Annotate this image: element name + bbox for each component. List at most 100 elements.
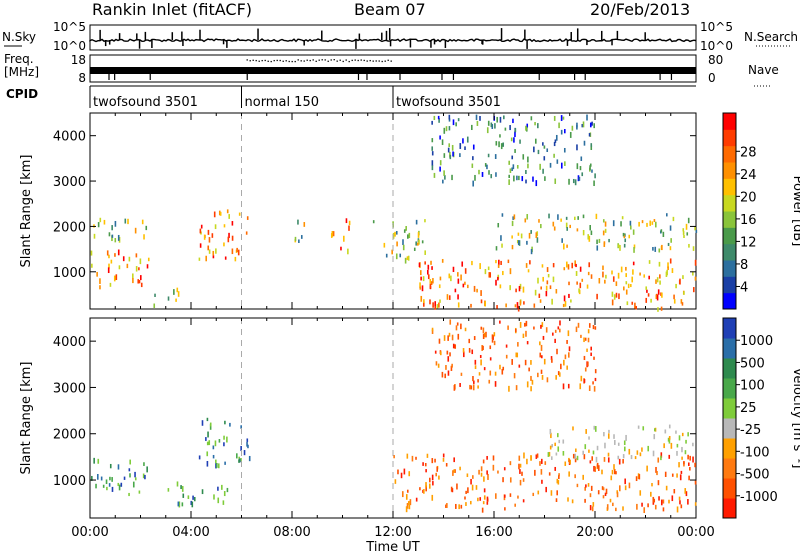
scatter-cell [246, 441, 248, 447]
scatter-cell [627, 283, 630, 289]
scatter-cell [143, 234, 145, 240]
scatter-cell [442, 453, 445, 458]
scatter-cell [556, 478, 559, 484]
scatter-cell [519, 321, 522, 328]
scatter-cell [589, 165, 591, 171]
scatter-cell [431, 138, 434, 143]
scatter-cell [140, 282, 143, 288]
nsky-trace [89, 38, 697, 43]
scatter-cell [128, 468, 131, 472]
scatter-cell [501, 369, 504, 375]
scatter-cell [503, 467, 506, 471]
scatter-cell [667, 242, 670, 247]
scatter-cell [623, 440, 626, 445]
scatter-cell [470, 385, 473, 390]
scatter-cell [223, 242, 225, 247]
scatter-cell [509, 268, 512, 275]
scatter-cell [114, 253, 116, 257]
scatter-cell [586, 348, 588, 352]
scatter-cell [214, 440, 217, 447]
scatter-cell [578, 288, 580, 293]
scatter-cell [479, 263, 481, 270]
nave-label: Nave [748, 63, 779, 77]
scatter-cell [495, 493, 497, 499]
scatter-cell [516, 302, 519, 306]
scatter-cell [602, 230, 605, 236]
scatter-cell [539, 299, 542, 303]
nave-dot [276, 59, 278, 62]
scatter-cell [694, 259, 697, 266]
scatter-cell [639, 490, 642, 496]
scatter-cell [687, 499, 689, 505]
scatter-cell [110, 259, 113, 264]
scatter-cell [533, 146, 535, 153]
scatter-cell [604, 492, 607, 497]
scatter-cell [638, 221, 640, 227]
scatter-cell [471, 260, 473, 266]
scatter-cell [134, 227, 137, 234]
scatter-cell [617, 244, 620, 248]
scatter-cell [208, 440, 211, 446]
scatter-cell [459, 466, 461, 471]
scatter-cell [577, 322, 580, 328]
scatter-cell [555, 289, 558, 294]
scatter-cell [516, 352, 519, 358]
scatter-cell [396, 241, 398, 247]
scatter-cell [622, 454, 625, 459]
scatter-cell [569, 224, 571, 229]
scatter-cell [598, 277, 601, 284]
scatter-cell [540, 344, 543, 351]
scatter-cell [579, 266, 582, 272]
scatter-cell [217, 463, 220, 469]
scatter-cell [659, 280, 661, 285]
scatter-cell [556, 490, 558, 496]
scatter-cell [532, 176, 534, 182]
scatter-cell [300, 235, 303, 239]
scatter-cell [607, 433, 610, 439]
scatter-cell [126, 263, 129, 269]
scatter-cell [534, 122, 536, 126]
scatter-cell [634, 456, 637, 460]
scatter-cell [480, 472, 483, 477]
scatter-cell [466, 473, 469, 478]
scatter-cell [572, 178, 575, 184]
scatter-cell [469, 384, 471, 390]
scatter-cell [497, 276, 499, 281]
scatter-cell [565, 222, 568, 228]
scatter-cell [613, 294, 616, 300]
scatter-cell [123, 476, 126, 480]
scatter-cell [523, 301, 525, 305]
scatter-cell [667, 437, 670, 442]
scatter-cell [545, 285, 548, 291]
scatter-cell [494, 371, 497, 376]
scatter-cell [678, 462, 680, 468]
scatter-cell [430, 281, 433, 286]
scatter-cell [549, 162, 552, 168]
scatter-cell [609, 498, 612, 503]
scatter-cell [611, 469, 614, 475]
scatter-cell [639, 452, 642, 457]
scatter-cell [395, 230, 398, 235]
nave-dot [342, 60, 344, 63]
scatter-cell [595, 456, 598, 463]
x-tick-label: 04:00 [172, 525, 209, 540]
scatter-cell [605, 274, 607, 279]
colorbar-tick-label: 12 [740, 235, 757, 250]
scatter-cell [668, 424, 671, 429]
scatter-cell [457, 333, 460, 340]
scatter-cell [553, 115, 556, 121]
scatter-cell [601, 469, 603, 475]
scatter-cell [596, 445, 599, 451]
colorbar-swatch [723, 243, 736, 261]
scatter-cell [583, 379, 586, 383]
nave-dot [345, 59, 347, 61]
scatter-cell [407, 501, 410, 506]
scatter-cell [246, 438, 249, 442]
scatter-cell [519, 283, 522, 290]
scatter-cell [574, 457, 577, 463]
scatter-cell [529, 260, 531, 265]
scatter-cell [679, 500, 681, 505]
scatter-cell [587, 271, 590, 276]
scatter-cell [593, 386, 596, 392]
